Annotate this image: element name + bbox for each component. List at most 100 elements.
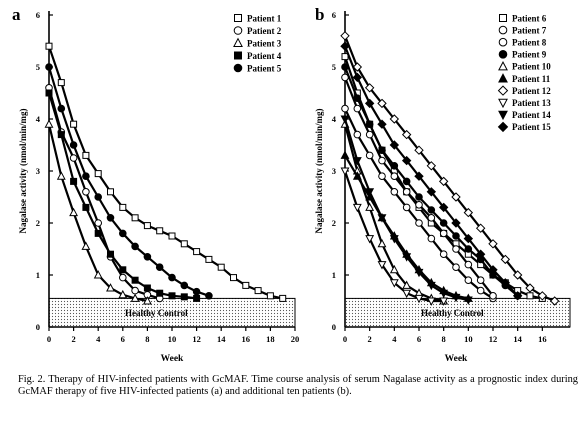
data-point — [389, 279, 399, 288]
series-line — [343, 45, 519, 297]
data-point — [364, 98, 375, 109]
data-point — [45, 42, 53, 50]
data-point — [93, 270, 103, 279]
legend-marker — [233, 37, 243, 47]
data-point — [414, 145, 424, 155]
healthy-control-band — [344, 297, 571, 328]
data-point — [353, 130, 362, 139]
data-point — [94, 193, 102, 201]
data-point — [488, 239, 498, 249]
y-tick-label: 6 — [332, 10, 336, 20]
data-point — [390, 162, 399, 170]
series-patient-15 — [340, 41, 523, 301]
legend-label: Patient 9 — [512, 50, 547, 60]
data-point — [401, 129, 412, 140]
x-tick-label: 8 — [442, 334, 446, 344]
data-point — [427, 214, 436, 222]
data-point — [438, 202, 449, 213]
data-point — [377, 261, 387, 270]
legend-marker — [234, 51, 242, 60]
series-line — [47, 87, 161, 300]
data-point — [106, 283, 115, 292]
legend-label: Patient 7 — [512, 25, 547, 35]
legend-label: Patient 3 — [247, 38, 282, 48]
data-point — [365, 202, 375, 211]
y-axis-label: Nagalase activity (nmol/min/mg) — [18, 109, 28, 234]
data-point — [131, 242, 139, 251]
series-patient-3 — [44, 119, 152, 305]
data-point — [463, 207, 474, 218]
data-point — [377, 214, 387, 223]
data-point — [426, 297, 436, 306]
data-point — [341, 63, 349, 71]
data-point — [476, 286, 485, 295]
data-point — [365, 235, 375, 244]
data-point — [364, 83, 375, 93]
series-patient-13 — [340, 167, 449, 306]
legend-marker — [498, 37, 508, 47]
x-tick-label: 16 — [242, 334, 251, 344]
data-point — [389, 140, 400, 150]
legend-label: Patient 6 — [512, 13, 547, 23]
healthy-control-band — [48, 297, 296, 328]
data-point — [192, 287, 201, 296]
data-point — [81, 241, 91, 250]
data-point — [476, 276, 485, 285]
data-point — [352, 203, 362, 213]
x-tick-label: 14 — [513, 334, 522, 344]
data-point — [57, 79, 65, 87]
data-point — [488, 265, 498, 275]
legend-marker — [497, 121, 509, 133]
data-point — [242, 281, 250, 289]
legend-label: Patient 1 — [247, 13, 282, 23]
x-tick-label: 16 — [538, 334, 547, 344]
data-point — [131, 286, 139, 295]
data-point — [365, 120, 374, 128]
data-point — [475, 249, 486, 259]
data-point — [353, 94, 362, 102]
data-point — [414, 294, 424, 304]
healthy-control-label: Healthy Control — [125, 308, 188, 318]
data-point — [365, 151, 374, 160]
data-point — [377, 98, 387, 109]
legend-marker — [498, 25, 508, 35]
data-point — [464, 245, 473, 253]
legend-marker — [498, 61, 508, 71]
data-point — [45, 89, 53, 97]
y-tick-label: 4 — [36, 114, 41, 124]
x-tick-label: 10 — [464, 334, 473, 344]
data-point — [500, 278, 511, 288]
data-point — [44, 119, 54, 128]
data-point — [230, 274, 237, 282]
data-point — [352, 171, 362, 180]
data-point — [463, 296, 473, 305]
data-point — [340, 167, 350, 176]
data-point — [57, 104, 66, 113]
y-axis-label: Nagalase activity (nmol/min/mg) — [314, 109, 324, 234]
series-patient-5 — [45, 63, 213, 300]
data-point — [340, 150, 350, 159]
data-point — [426, 187, 437, 197]
data-point — [402, 188, 411, 196]
x-tick-label: 4 — [392, 334, 397, 344]
data-point — [426, 161, 437, 171]
data-point — [451, 293, 461, 303]
data-point — [489, 292, 497, 300]
data-point — [452, 245, 460, 253]
data-point — [56, 171, 66, 180]
x-tick-label: 12 — [489, 334, 498, 344]
data-point — [451, 192, 461, 202]
data-point — [427, 234, 436, 243]
y-tick-label: 5 — [36, 62, 40, 72]
y-tick-label: 6 — [36, 10, 40, 20]
y-tick-label: 0 — [36, 322, 40, 332]
data-point — [415, 219, 423, 227]
data-point — [205, 292, 213, 300]
x-tick-label: 18 — [266, 334, 275, 344]
data-point — [82, 203, 90, 211]
data-point — [352, 72, 363, 83]
data-point — [82, 151, 90, 159]
data-point — [119, 273, 127, 282]
series-patient-8 — [341, 73, 497, 300]
